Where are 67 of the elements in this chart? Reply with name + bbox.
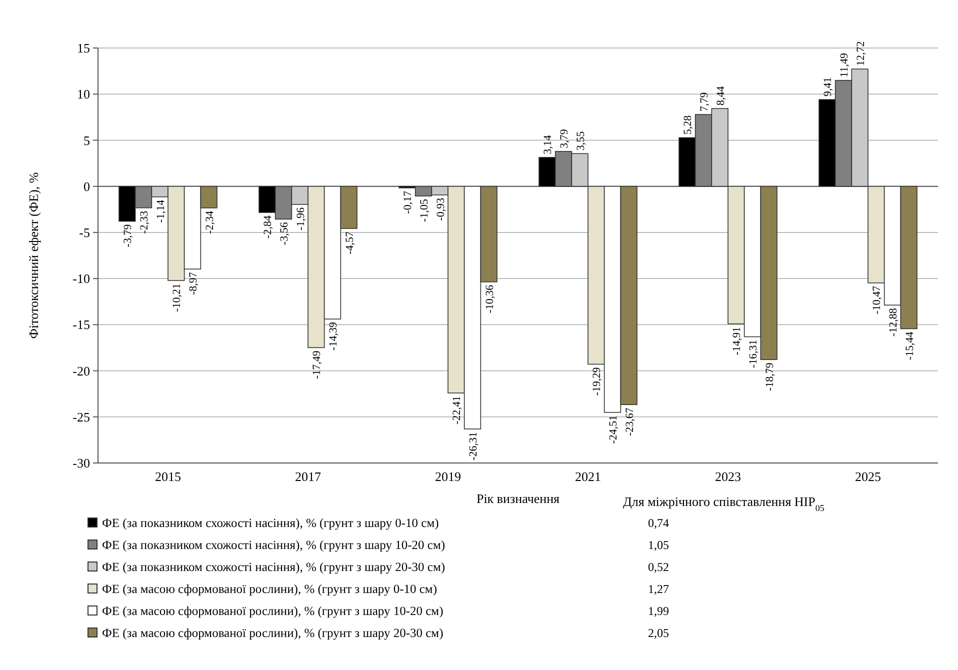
data-label: -4,57	[344, 230, 356, 254]
data-label: 9,41	[822, 77, 834, 97]
data-label: -22,41	[451, 396, 464, 424]
data-label: -1,14	[154, 199, 167, 223]
data-label: -0,17	[402, 190, 414, 214]
data-label: 11,49	[838, 52, 850, 78]
y-tick-label: -20	[72, 363, 90, 378]
data-label: 3,79	[558, 128, 570, 148]
data-label: 3,55	[574, 130, 587, 151]
text: 1,99	[648, 604, 669, 618]
legend-label: ФЕ (за масою сформованої рослини), % (грунт з шару 0-10 см)	[102, 582, 438, 596]
x-tick-label: 2025	[855, 469, 881, 484]
x-tick-label: 2019	[435, 469, 461, 484]
x-axis-title: Рік визначення	[476, 491, 560, 506]
data-label: -2,34	[204, 210, 216, 234]
data-label: -1,05	[418, 198, 430, 222]
x-tick-label: 2015	[155, 469, 181, 484]
y-tick-label: -25	[72, 409, 90, 424]
data-label: -3,56	[278, 222, 290, 246]
data-label: -12,88	[888, 308, 900, 337]
x-tick-label: 2023	[715, 469, 741, 484]
y-tick-label: 5	[84, 132, 90, 148]
y-tick-label: -30	[72, 456, 90, 471]
x-tick-label: 2017	[295, 469, 322, 484]
data-label: -24,51	[608, 415, 620, 444]
data-label: -0,93	[434, 197, 447, 221]
y-axis-title: Фітотоксичний ефект (ФЕ), %	[26, 172, 41, 339]
data-label: -18,79	[764, 362, 776, 392]
data-label: -2,84	[262, 215, 274, 238]
y-tick-label: -15	[72, 317, 90, 332]
data-label: -19,29	[591, 366, 604, 396]
data-label: -14,39	[328, 322, 340, 350]
data-label: -10,36	[484, 284, 496, 314]
data-label: 12,72	[854, 41, 867, 66]
legend-label: ФЕ (за масою сформованої рослини), % (грунт з шару 10-20 см)	[102, 604, 444, 618]
legend-label: ФЕ (за показником схожості насіння), % (грунт з шару 20-30 см)	[102, 560, 446, 574]
legend-label: ФЕ (за показником схожості насіння), % (грунт з шару 10-20 см)	[102, 538, 446, 552]
data-label: 8,44	[714, 86, 727, 106]
data-label: 7,79	[698, 92, 710, 112]
data-label: -26,31	[468, 432, 480, 460]
data-label: -10,21	[171, 283, 184, 312]
x-tick-label: 2021	[575, 469, 601, 484]
y-tick-label: 10	[77, 86, 90, 102]
legend-label: ФЕ (за показником схожості насіння), % (грунт з шару 0-10 см)	[102, 516, 439, 530]
data-label: -2,33	[138, 210, 150, 234]
y-tick-label: -5	[79, 224, 90, 240]
data-label: 3,14	[542, 134, 554, 154]
data-label: -14,91	[731, 326, 744, 356]
y-tick-label: 15	[77, 40, 90, 56]
text: 0,52	[648, 560, 669, 574]
y-tick-label: 0	[84, 178, 90, 194]
data-label: -15,44	[904, 331, 916, 360]
data-label: -23,67	[624, 407, 636, 436]
text: Для міжрічного співставлення НІР$_{05}$	[623, 494, 825, 513]
data-label: -16,31	[748, 340, 760, 368]
text: 1,27	[648, 582, 669, 596]
text: 0,74	[648, 516, 669, 530]
data-label: -8,97	[188, 272, 200, 295]
legend-label: ФЕ (за масою сформованої рослини), % (грунт з шару 20-30 см)	[102, 626, 444, 640]
data-label: -3,79	[122, 224, 134, 248]
text: 2,05	[648, 626, 669, 640]
text: 1,05	[648, 538, 669, 552]
data-label: -17,49	[311, 350, 324, 380]
data-label: -1,96	[294, 206, 307, 230]
data-label: -10,47	[871, 285, 884, 314]
data-label: 5,28	[682, 114, 694, 135]
y-tick-label: -10	[72, 271, 90, 286]
